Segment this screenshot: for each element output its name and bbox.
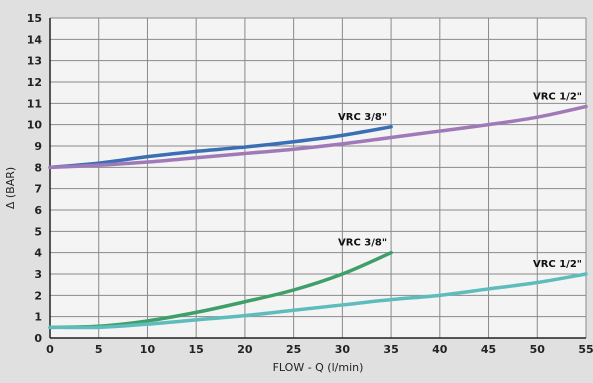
x-tick-label: 15 — [189, 343, 204, 356]
series-labels: VRC 3/8" VRC 1/2" VRC 3/8" VRC 1/2" — [338, 92, 582, 270]
x-tick-label: 55 — [578, 343, 593, 356]
series-line-1 — [48, 104, 588, 170]
y-tick-label: 10 — [27, 119, 43, 132]
series-line-0 — [48, 125, 393, 170]
x-tick-label: 0 — [46, 343, 54, 356]
y-tick-label: 4 — [34, 247, 42, 260]
y-tick-label: 5 — [34, 225, 42, 238]
x-tick-label: 40 — [432, 343, 448, 356]
y-tick-label: 7 — [34, 183, 42, 196]
series-label-2: VRC 3/8" — [338, 238, 387, 249]
axes — [49, 18, 586, 339]
x-tick-label: 30 — [335, 343, 351, 356]
y-tick-label: 13 — [27, 55, 42, 68]
x-tick-label: 45 — [481, 343, 496, 356]
y-tick-label: 0 — [34, 332, 42, 345]
series-line-3 — [48, 272, 588, 330]
y-tick-label: 3 — [34, 268, 42, 281]
y-tick-label: 12 — [27, 76, 42, 89]
series-label-1: VRC 1/2" — [533, 92, 582, 103]
y-tick-label: 14 — [27, 33, 43, 46]
y-axis-label: Δ (BAR) — [4, 167, 17, 209]
y-tick-label: 9 — [34, 140, 42, 153]
tick-labels: 0 5 10 15 20 25 30 35 40 45 50 55012345678910111213… — [27, 12, 593, 356]
series-label-3: VRC 1/2" — [533, 259, 582, 270]
x-tick-label: 10 — [140, 343, 156, 356]
y-tick-label: 15 — [27, 12, 42, 25]
y-tick-label: 1 — [34, 311, 42, 324]
x-tick-label: 25 — [286, 343, 301, 356]
x-axis-label: FLOW - Q (l/min) — [273, 361, 364, 374]
y-tick-label: 8 — [34, 161, 42, 174]
x-tick-label: 35 — [383, 343, 398, 356]
y-tick-label: 6 — [34, 204, 42, 217]
y-tick-label: 2 — [34, 289, 42, 302]
plot-background — [50, 18, 586, 338]
x-tick-label: 20 — [237, 343, 253, 356]
series-label-0: VRC 3/8" — [338, 112, 387, 123]
y-tick-label: 11 — [27, 97, 42, 110]
series-lines — [48, 104, 588, 330]
x-tick-label: 50 — [530, 343, 546, 356]
x-tick-label: 5 — [95, 343, 103, 356]
